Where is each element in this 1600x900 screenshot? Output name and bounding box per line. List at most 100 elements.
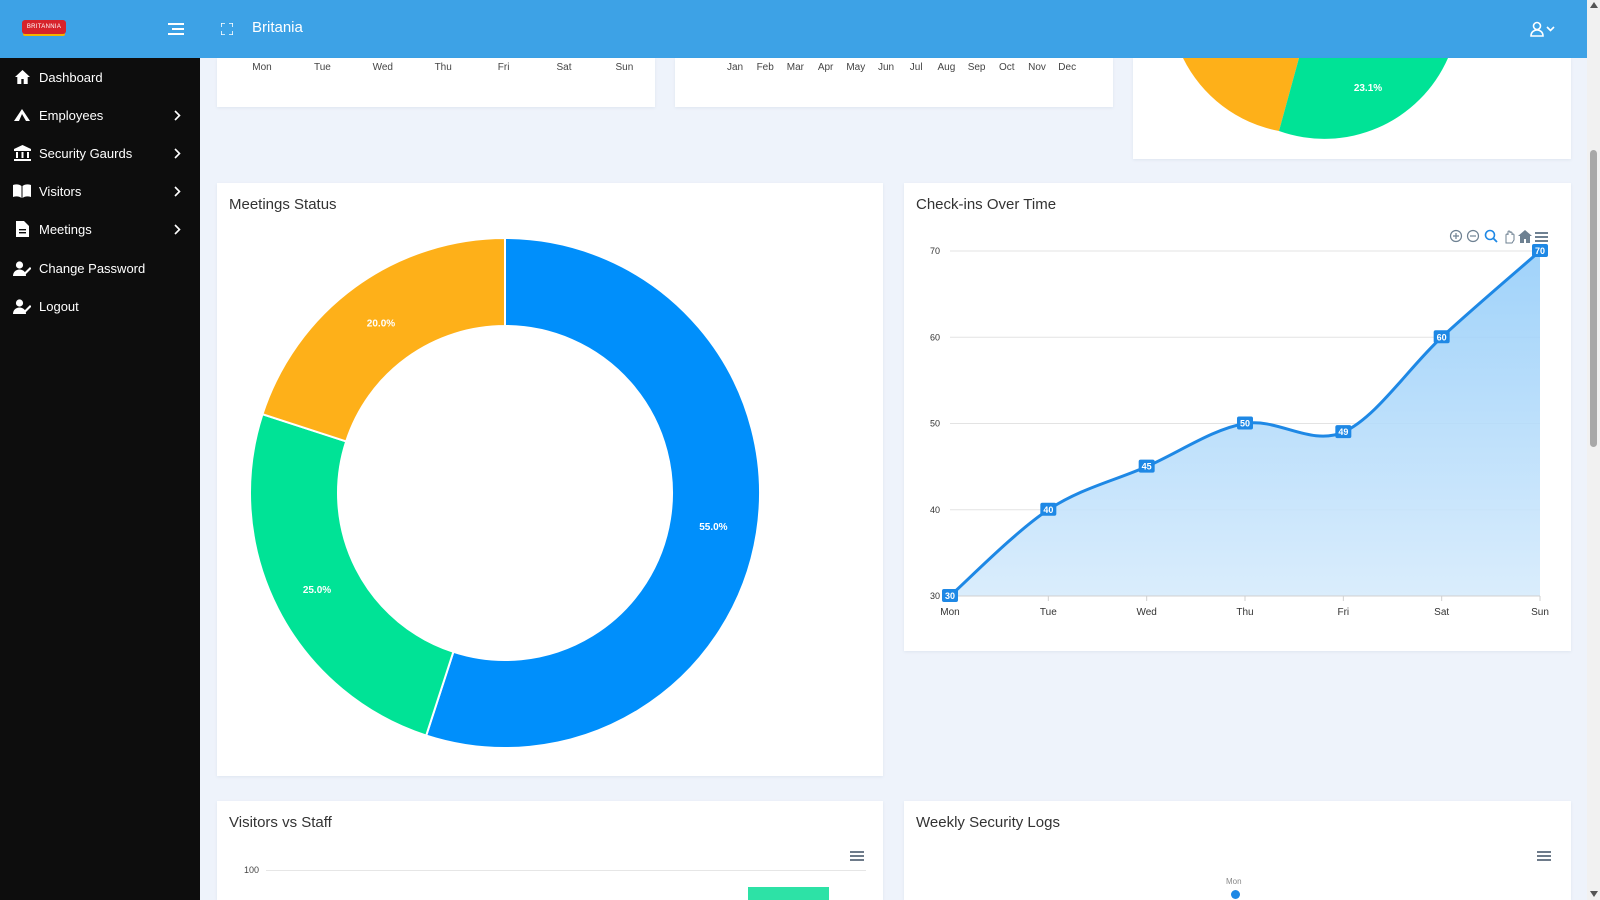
x-axis-tick-label: Dec [1058,62,1077,73]
donut-slice-completed[interactable] [424,236,761,749]
chart-menu-icon[interactable] [1535,232,1548,242]
brand-name: Britania [252,19,303,36]
x-axis-tick-label: Tue [1040,607,1057,618]
home-icon [13,68,31,86]
chart-menu-icon[interactable] [850,851,864,863]
document-icon [13,220,31,238]
x-axis-tick-label: Mon [940,607,959,618]
britannia-logo[interactable]: BRITANNIA [22,20,66,34]
data-label-box [1532,244,1548,257]
x-axis-tick-label: Sep [967,62,986,73]
data-label: 40 [1043,505,1053,515]
sidebar-item-label: Security Gaurds [39,145,133,161]
bank-icon [13,144,31,162]
x-axis-tick-label: Fri [497,62,510,73]
menu-toggle-button[interactable] [164,17,188,41]
data-label: 45 [1142,462,1152,472]
book-icon [13,182,31,200]
zoom-out-icon[interactable] [1466,229,1480,243]
pie-slice-label: 23.1% [1354,83,1382,94]
chevron-right-icon [172,108,182,122]
donut-slice-label: 55.0% [699,522,727,533]
donut-slice-cancelled[interactable] [249,412,455,737]
meetings-donut-chart: 55.0% 25.0% 20.0% [249,236,761,749]
y-axis-tick-label: 30 [930,591,940,601]
checkins-card: Check-ins Over Time 30 40 50 60 70 Mon 30 Tue 40… [904,183,1571,651]
sidebar-item-change-password[interactable]: Change Password [0,250,200,286]
data-label: 70 [1535,246,1545,256]
x-axis-tick-label: Nov [1028,62,1046,73]
selection-zoom-icon[interactable] [1484,229,1498,243]
x-axis-tick-label: Jun [877,62,895,73]
x-axis-tick-label: Sun [615,62,634,73]
sidebar-item-visitors[interactable]: Visitors [0,173,200,209]
employees-icon [13,106,31,124]
sidebar-item-label: Change Password [39,260,146,276]
data-label-box [1040,502,1057,516]
x-axis-tick-label: Oct [999,62,1015,73]
meetings-status-card: Meetings Status 55.0%25.0%20.0% Complete… [217,183,1080,776]
user-dropdown-icon [1530,21,1555,37]
data-label-box [1433,330,1450,344]
sidebar-item-employees[interactable]: Employees [0,97,200,133]
card-title: Meetings Status [229,196,337,213]
scroll-up-arrow-icon[interactable] [1590,2,1598,8]
sidebar-item-security-gaurds[interactable]: Security Gaurds [0,135,200,171]
scroll-down-arrow-icon[interactable] [1590,891,1598,897]
x-axis-tick-label: Sat [556,62,572,73]
sidebar: Dashboard Employees Security Gaurds Visi… [0,58,200,900]
sidebar-item-label: Dashboard [39,69,103,85]
x-axis-tick-label: May [846,62,866,73]
checkins-area-chart: 3040506070Mon30Tue40Wed45Thu50Fri49Sat60… [930,244,1549,618]
data-point-marker [1231,890,1240,899]
data-label: 30 [945,591,955,601]
y-axis-tick-label: 60 [930,332,940,342]
sidebar-item-dashboard[interactable]: Dashboard [0,59,200,95]
pan-icon[interactable] [1505,230,1515,244]
chevron-right-icon [172,222,182,236]
chevron-right-icon [172,184,182,198]
card-title: Visitors vs Staff [229,814,332,831]
x-axis-tick-label: Feb [756,62,774,73]
pie-slice-pending [1183,58,1299,131]
x-axis-tick-label: Sun [1531,607,1549,618]
sidebar-item-logout[interactable]: Logout [0,288,200,324]
y-axis-tick-label: 70 [930,246,940,256]
x-axis-tick-label: Wed [372,62,393,73]
reset-home-icon[interactable] [1518,230,1532,243]
logo-text: BRITANNIA [26,24,62,30]
sidebar-item-meetings[interactable]: Meetings [0,211,200,247]
scroll-thumb[interactable] [1590,150,1597,447]
data-label-box [1335,425,1352,439]
donut-slice-label: 25.0% [303,585,331,596]
top-bar: BRITANNIA Britania [0,0,1587,58]
donut-slice-label: 20.0% [367,318,395,329]
card-title: Check-ins Over Time [916,196,1057,213]
pie-chart-card: 23.1% [1133,58,1571,159]
x-axis-tick-label: Thu [1236,607,1253,618]
radar-axis-label: Mon [1226,877,1242,886]
x-axis-tick-label: Tue [313,62,331,73]
data-label-box [1138,459,1155,473]
fullscreen-icon [221,23,233,35]
page-scrollbar[interactable] [1587,0,1600,900]
chart-menu-icon[interactable] [1537,851,1551,863]
x-axis-tick-label: Jul [909,62,923,73]
fullscreen-button[interactable] [215,17,239,41]
monthly-chart-card: Jan Feb Mar Apr May Jun Jul Aug Sep Oct Nov Dec [675,58,1113,107]
partial-pie-chart: 23.1% [1183,58,1448,139]
user-edit-icon [13,259,31,277]
card-title: Weekly Security Logs [916,814,1060,831]
x-axis-tick-label: Jan [726,62,744,73]
x-axis-tick-label: Fri [1337,607,1349,618]
donut-slice-pending[interactable] [261,236,506,443]
weekly-chart-card: Mon Tue Wed Thu Fri Sat Sun [217,58,655,107]
x-axis-tick-label: Mar [786,62,804,73]
hamburger-icon [168,23,184,35]
x-axis-tick-label: Aug [937,62,956,73]
zoom-in-icon[interactable] [1449,229,1463,243]
y-axis-tick-label: 100 [244,865,260,875]
bar [748,887,829,900]
x-axis-tick-label: Wed [1136,607,1156,618]
user-menu-button[interactable] [1529,17,1557,41]
